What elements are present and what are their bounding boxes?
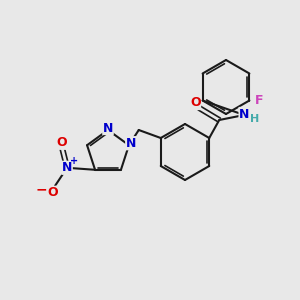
Text: N: N xyxy=(103,122,113,134)
Text: N: N xyxy=(126,137,136,150)
Text: O: O xyxy=(190,97,201,110)
Text: H: H xyxy=(250,114,259,124)
Text: F: F xyxy=(255,94,264,107)
Text: −: − xyxy=(35,183,47,197)
Text: O: O xyxy=(57,136,68,149)
Text: O: O xyxy=(48,186,58,199)
Text: +: + xyxy=(70,156,78,166)
Text: N: N xyxy=(62,161,72,174)
Text: N: N xyxy=(239,107,249,121)
